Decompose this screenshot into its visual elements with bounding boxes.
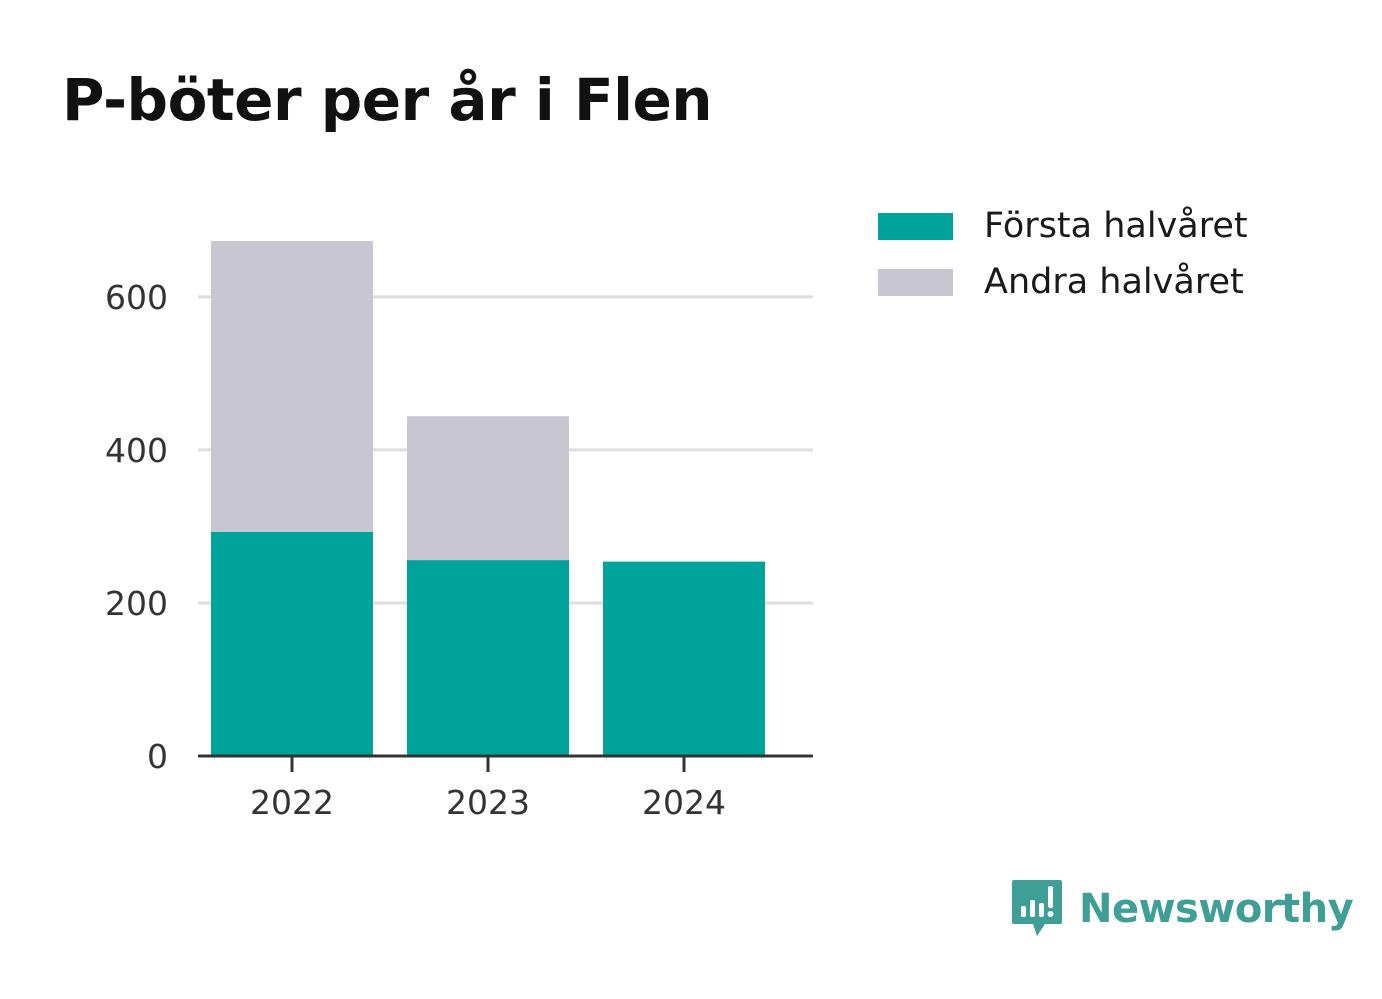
- bar-2022-series-1: [211, 241, 373, 532]
- bar-2023-series-1: [407, 416, 569, 561]
- x-tick-label-2024: 2024: [642, 783, 726, 822]
- legend-label-andra-halvaret: Andra halvåret: [984, 262, 1244, 302]
- bars: [211, 241, 765, 756]
- x-tick-label-2022: 2022: [250, 783, 334, 822]
- axes: 0 200 400 600 2022 2023 2024: [105, 278, 813, 822]
- legend-item-forsta-halvaret: Första halvåret: [878, 198, 1248, 254]
- bar-2023-series-0: [407, 560, 569, 756]
- y-tick-label-200: 200: [105, 584, 168, 623]
- legend-item-andra-halvaret: Andra halvåret: [878, 254, 1248, 310]
- legend-swatch-forsta-halvaret: [878, 212, 953, 240]
- y-tick-label-400: 400: [105, 431, 168, 470]
- y-tick-label-0: 0: [147, 737, 168, 776]
- bar-2024-series-0: [603, 561, 765, 756]
- x-tick-label-2023: 2023: [446, 783, 530, 822]
- chart-title: P-böter per år i Flen: [62, 66, 713, 134]
- legend: Första halvåret Andra halvåret: [878, 198, 1248, 310]
- legend-swatch-andra-halvaret: [878, 268, 953, 296]
- y-tick-label-600: 600: [105, 278, 168, 317]
- brand-logo: Newsworthy: [1011, 878, 1354, 940]
- bar-2022-series-0: [211, 531, 373, 756]
- legend-label-forsta-halvaret: Första halvåret: [984, 206, 1248, 246]
- brand-name: Newsworthy: [1079, 886, 1354, 932]
- bar-chart-speech-bubble-icon: [1012, 880, 1062, 936]
